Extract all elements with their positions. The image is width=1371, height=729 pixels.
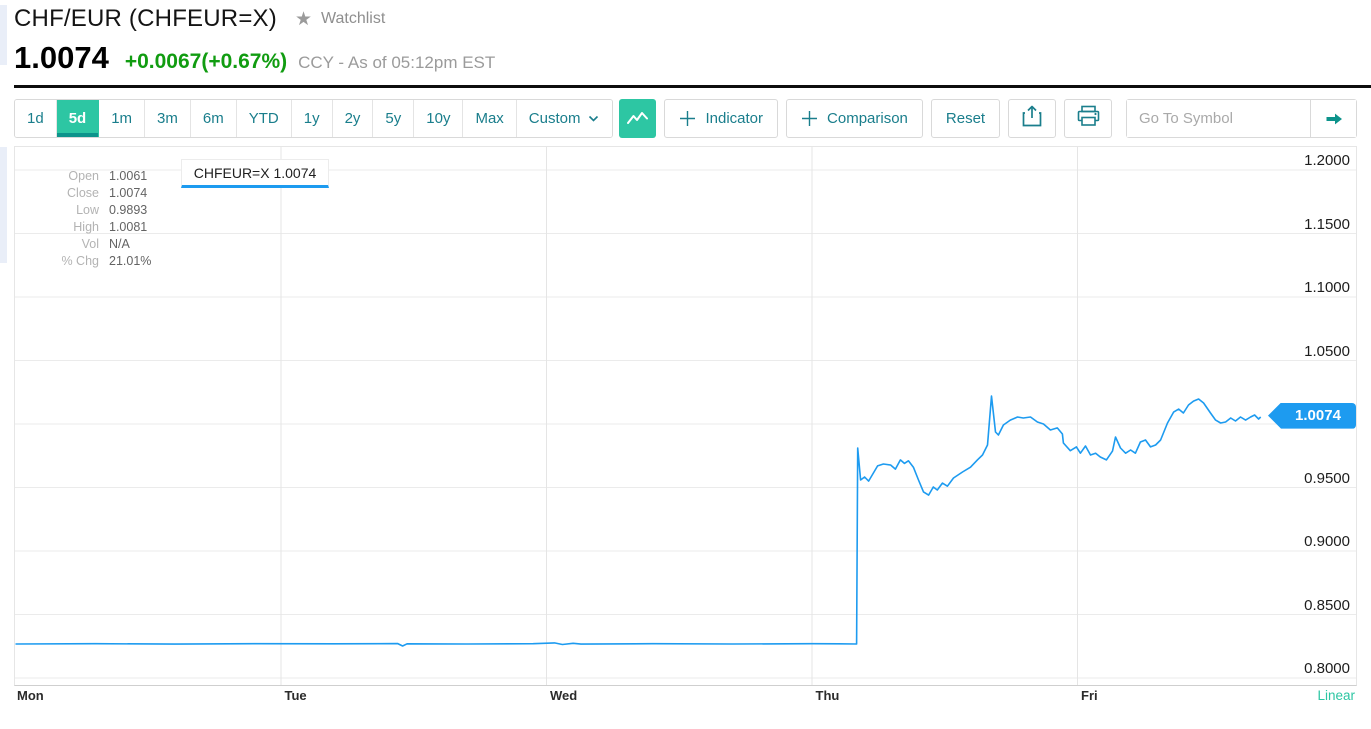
ohlc-row: Low 0.9893: [25, 202, 151, 219]
share-button[interactable]: [1008, 99, 1057, 138]
ohlc-row: High 1.0081: [25, 219, 151, 236]
x-axis: Mon Tue Wed Thu Fri: [14, 688, 1357, 706]
ohlc-label: High: [73, 220, 99, 234]
x-axis-label: Thu: [815, 688, 840, 703]
plus-icon: [679, 110, 696, 127]
page-title: CHF/EUR (CHFEUR=X): [14, 5, 277, 32]
price-line-chart: [15, 147, 1356, 685]
header-divider: [14, 85, 1371, 88]
ohlc-row: Open 1.0061: [25, 168, 151, 185]
custom-range-label: Custom: [528, 110, 581, 127]
line-chart-icon[interactable]: [619, 99, 657, 138]
y-axis-tick: 1.1000: [1304, 279, 1350, 296]
indicator-label: Indicator: [705, 110, 764, 127]
price-meta: CCY - As of 05:12pm EST: [298, 53, 496, 72]
indicator-button[interactable]: Indicator: [664, 99, 779, 138]
plus-icon: [801, 110, 818, 127]
x-axis-label: Fri: [1081, 688, 1098, 703]
chart-toolbar: 1d 5d 1m 3m 6m YTD 1y 2y 5y 10y Max Cust…: [14, 99, 1357, 138]
last-price-tag: 1.0074: [1268, 402, 1356, 429]
range-button-ytd[interactable]: YTD: [236, 100, 292, 137]
ohlc-row: Vol N/A: [25, 236, 151, 253]
range-button-3m[interactable]: 3m: [145, 100, 191, 137]
ohlc-row: Close 1.0074: [25, 185, 151, 202]
comparison-button[interactable]: Comparison: [786, 99, 923, 138]
ohlc-value: 1.0061: [109, 169, 148, 183]
watchlist-button[interactable]: ★ Watchlist: [295, 10, 385, 29]
go-to-symbol-box: [1126, 99, 1357, 138]
quote-header: CHF/EUR (CHFEUR=X) ★ Watchlist 1.0074 +0…: [14, 5, 495, 76]
y-axis-tick: 0.8000: [1304, 660, 1350, 677]
ohlc-value: 1.0074: [109, 186, 148, 200]
ohlc-label: Close: [67, 186, 99, 200]
y-axis-tick: 0.8500: [1304, 596, 1350, 614]
ohlc-label: Open: [68, 169, 99, 183]
price-change: +0.0067(+0.67%): [124, 50, 288, 73]
x-axis-label: Mon: [17, 688, 44, 703]
range-button-max[interactable]: Max: [463, 100, 517, 137]
chevron-down-icon: [587, 112, 600, 125]
chart-plot-area[interactable]: Open 1.0061 Close 1.0074 Low 0.9893 High 1.0…: [14, 146, 1357, 686]
range-button-custom[interactable]: Custom: [516, 100, 613, 137]
x-axis-label: Tue: [284, 688, 307, 703]
symbol-tooltip: CHFEUR=X 1.0074: [181, 159, 329, 188]
y-axis-tick: 0.9000: [1304, 533, 1350, 550]
range-button-6m[interactable]: 6m: [190, 100, 237, 137]
y-axis-tick: 1.1500: [1304, 215, 1350, 233]
print-icon: [1076, 104, 1101, 133]
reset-button[interactable]: Reset: [930, 99, 1001, 138]
scale-toggle-linear[interactable]: Linear: [1317, 688, 1355, 703]
page-edge-fragment: [0, 147, 7, 263]
page-edge-fragment: [0, 5, 7, 65]
ohlc-label: % Chg: [61, 254, 99, 268]
watchlist-label: Watchlist: [320, 10, 386, 27]
range-button-1y[interactable]: 1y: [291, 100, 333, 137]
ohlc-label: Low: [76, 203, 99, 217]
current-price: 1.0074: [14, 40, 109, 75]
range-button-10y[interactable]: 10y: [414, 100, 464, 137]
ohlc-value: 1.0081: [109, 220, 148, 234]
reset-label: Reset: [945, 110, 986, 127]
ohlc-value: N/A: [109, 237, 130, 251]
y-axis-tick: 1.0500: [1304, 342, 1350, 360]
range-button-5d[interactable]: 5d: [56, 100, 100, 137]
y-axis-tick: 1.2000: [1304, 152, 1350, 169]
range-button-1m[interactable]: 1m: [99, 100, 146, 137]
print-button[interactable]: [1064, 99, 1113, 138]
ohlc-value: 0.9893: [109, 203, 148, 217]
range-button-5y[interactable]: 5y: [373, 100, 415, 137]
x-axis-label: Wed: [550, 688, 578, 703]
go-to-symbol-submit-button[interactable]: [1310, 100, 1356, 137]
ohlc-label: Vol: [81, 237, 99, 251]
share-icon: [1021, 104, 1043, 133]
range-button-1d[interactable]: 1d: [15, 100, 57, 137]
range-button-2y[interactable]: 2y: [332, 100, 374, 137]
star-icon[interactable]: ★: [294, 8, 312, 30]
ohlc-legend: Open 1.0061 Close 1.0074 Low 0.9893 High 1.0…: [25, 168, 151, 270]
arrow-right-icon: [1326, 113, 1342, 124]
comparison-label: Comparison: [827, 110, 908, 127]
y-axis-tick: 0.9500: [1304, 469, 1350, 487]
ohlc-value: 21.01%: [109, 254, 152, 268]
go-to-symbol-input[interactable]: [1127, 100, 1310, 137]
range-selector: 1d 5d 1m 3m 6m YTD 1y 2y 5y 10y Max Cust…: [14, 99, 614, 138]
ohlc-row: % Chg 21.01%: [25, 253, 151, 270]
